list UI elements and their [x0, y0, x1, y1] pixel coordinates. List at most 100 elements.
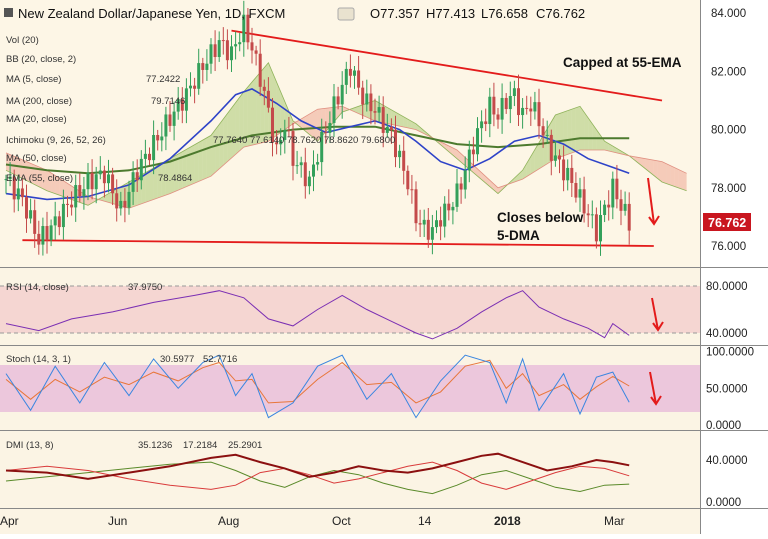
cloud-segment — [202, 137, 207, 180]
candle-body — [37, 233, 41, 245]
indicator-label[interactable]: Ichimoku (9, 26, 52, 26) — [6, 135, 106, 146]
cloud-segment — [592, 123, 597, 150]
cloud-segment — [399, 114, 404, 127]
cloud-segment — [498, 186, 503, 194]
candle-body — [41, 226, 45, 245]
candle-body — [189, 85, 192, 89]
candle-body — [152, 134, 156, 161]
dmi-value-adx: 35.1236 — [138, 440, 172, 451]
candle-body — [299, 162, 303, 166]
cloud-segment — [403, 116, 408, 128]
candle-body — [521, 107, 525, 116]
candle-body — [225, 40, 229, 61]
candle-body — [184, 88, 188, 111]
price-label-box — [703, 213, 751, 231]
stoch-lines — [5, 354, 630, 419]
time-tick-label: Oct — [332, 514, 351, 528]
cloud-segment — [100, 195, 105, 202]
candle-body — [316, 162, 320, 165]
axis-tick-label: 40.0000 — [706, 455, 748, 467]
cloud-segment — [6, 152, 11, 173]
indicator-label[interactable]: EMA (55, close) — [6, 173, 73, 184]
indicator-label[interactable]: MA (200, close) — [6, 96, 72, 107]
candle-body — [627, 203, 631, 231]
cloud-segment — [59, 178, 64, 197]
cloud-segment — [137, 174, 142, 206]
candle-body — [217, 40, 221, 58]
candle-body — [135, 172, 139, 181]
candle-body — [258, 53, 262, 87]
candle-body — [459, 183, 463, 190]
candle-body — [172, 111, 176, 126]
candle-body — [603, 204, 607, 216]
candle-body — [25, 197, 28, 219]
indicator-label[interactable]: MA (5, close) — [6, 74, 61, 85]
candle-body — [8, 176, 12, 180]
candle-body — [447, 203, 451, 211]
candle-body — [250, 42, 254, 51]
cloud-segment — [288, 111, 293, 127]
candle-body — [623, 203, 627, 211]
indicator-label[interactable]: BB (20, close, 2) — [6, 54, 76, 65]
cloud-segment — [51, 172, 56, 194]
time-axis-ticks: Apr Jun Aug Oct 14 2018 Mar — [0, 514, 625, 528]
candle-body — [275, 142, 279, 145]
candle-body — [385, 126, 389, 133]
candle-body — [287, 130, 291, 132]
candle-body — [213, 44, 217, 58]
rsi-label[interactable]: RSI (14, close) — [6, 282, 69, 293]
axis-tick-label: 0.0000 — [706, 497, 741, 509]
eye-icon[interactable] — [337, 7, 355, 21]
candle-body — [320, 131, 324, 163]
cloud-segment — [178, 151, 183, 191]
chart-header: New Zealand Dollar/Japanese Yen, 1D, FXC… — [4, 6, 585, 21]
candle-body — [467, 149, 471, 171]
candle-body — [53, 216, 57, 226]
candle-body — [242, 14, 246, 43]
cloud-segment — [530, 149, 535, 174]
candle-body — [590, 214, 594, 216]
candle-body — [107, 174, 110, 184]
stoch-label[interactable]: Stoch (14, 3, 1) — [6, 354, 71, 365]
candle-body — [180, 99, 184, 111]
dmi-label[interactable]: DMI (13, 8) — [6, 440, 54, 451]
candle-body — [66, 203, 69, 205]
candle-body — [537, 102, 541, 127]
cloud-span-b — [5, 105, 687, 209]
axis-tick-label: 80.0000 — [706, 281, 748, 293]
cloud-segment — [485, 176, 490, 187]
dmi-value-minus: 25.2901 — [228, 440, 262, 451]
price-label: 76.762 — [708, 216, 746, 230]
candle-body — [394, 129, 397, 158]
cloud-segment — [637, 157, 642, 166]
candle-body — [410, 189, 414, 191]
cloud-segment — [55, 175, 60, 196]
rsi-band — [0, 286, 700, 333]
indicator-value: 79.7146 — [151, 96, 185, 107]
collapse-icon[interactable] — [4, 8, 13, 17]
indicator-label[interactable]: MA (50, close) — [6, 153, 67, 164]
candle-body — [476, 128, 479, 155]
indicator-label[interactable]: Vol (20) — [6, 35, 39, 46]
candle-body — [508, 96, 512, 110]
cloud-segment — [153, 165, 158, 200]
candle-body — [16, 188, 20, 200]
candle-body — [271, 107, 274, 143]
cloud-segment — [149, 168, 154, 201]
candle-body — [254, 50, 258, 54]
candle-body — [344, 68, 348, 85]
candle-body — [340, 84, 344, 105]
cloud-segment — [584, 112, 589, 150]
cloud-segment — [534, 142, 539, 172]
candle-body — [115, 193, 119, 209]
candle-body — [484, 121, 488, 125]
candle-body — [426, 219, 430, 240]
candle-body — [45, 226, 49, 241]
cloud-segment — [563, 110, 568, 156]
indicator-label[interactable]: MA (20, close) — [6, 114, 67, 125]
axis-tick-label: 78.000 — [711, 183, 746, 195]
candle-body — [176, 99, 180, 112]
capped-annotation: Capped at 55-EMA — [563, 55, 682, 70]
